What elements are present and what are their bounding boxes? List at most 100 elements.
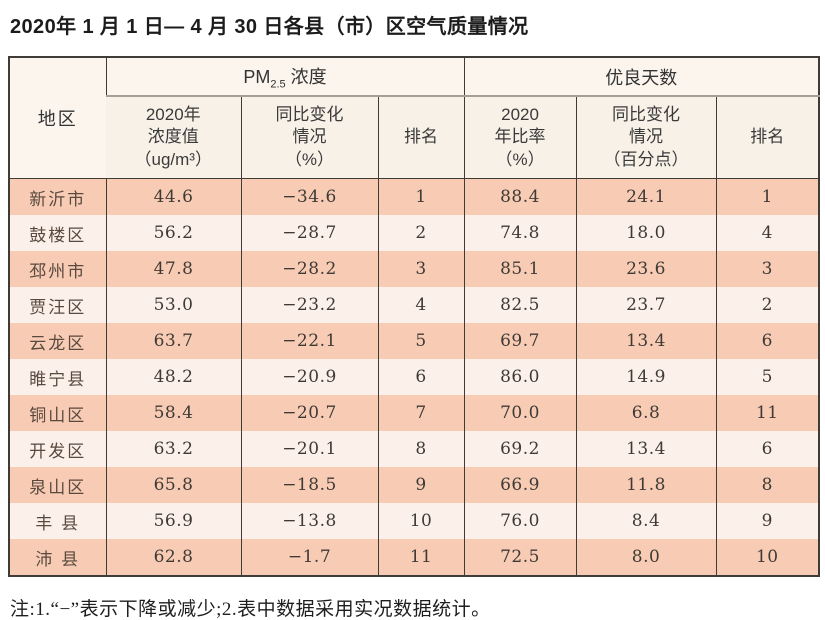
cell-pm-value: 48.2 — [105, 359, 241, 395]
table-row: 泉山区 65.8 −18.5 9 66.9 11.8 8 — [9, 467, 820, 503]
header-line: 同比变化 — [612, 104, 681, 124]
header-good-change: 同比变化 情况 （百分点） — [575, 96, 717, 179]
cell-good-rate: 66.9 — [463, 467, 577, 503]
cell-good-change: 8.0 — [575, 539, 717, 576]
table-row: 鼓楼区 56.2 −28.7 2 74.8 18.0 4 — [9, 215, 820, 251]
cell-good-rate: 76.0 — [463, 503, 577, 539]
table-row: 开发区 63.2 −20.1 8 69.2 13.4 6 — [9, 431, 820, 467]
cell-good-rank: 9 — [715, 503, 820, 539]
cell-good-rate: 69.7 — [463, 323, 577, 359]
cell-pm-rank: 7 — [377, 395, 465, 431]
header-pm-rank: 排名 — [377, 96, 465, 179]
header-line: 年比率 — [494, 127, 546, 147]
cell-good-change: 11.8 — [575, 467, 717, 503]
header-group-pm25: PM2.5 浓度 — [105, 57, 465, 97]
header-line: 情况 — [629, 127, 664, 147]
cell-good-rate: 82.5 — [463, 287, 577, 323]
table-row: 丰 县 56.9 −13.8 10 76.0 8.4 9 — [9, 503, 820, 539]
cell-good-rate: 70.0 — [463, 395, 577, 431]
table-row: 铜山区 58.4 −20.7 7 70.0 6.8 11 — [9, 395, 820, 431]
cell-region: 鼓楼区 — [9, 215, 106, 251]
cell-good-rank: 10 — [715, 539, 820, 576]
table-row: 沛 县 62.8 −1.7 11 72.5 8.0 10 — [9, 539, 820, 576]
pm25-label-suffix: 浓度 — [285, 66, 327, 87]
cell-good-rank: 1 — [715, 178, 820, 215]
cell-pm-rank: 5 — [377, 323, 465, 359]
cell-pm-rank: 8 — [377, 431, 465, 467]
table-row: 睢宁县 48.2 −20.9 6 86.0 14.9 5 — [9, 359, 820, 395]
cell-good-rank: 6 — [715, 431, 820, 467]
cell-region: 铜山区 — [9, 395, 106, 431]
pm25-subscript: 2.5 — [270, 78, 286, 91]
header-good-rate: 2020 年比率 （%） — [463, 96, 577, 179]
cell-pm-change: −20.7 — [240, 395, 378, 431]
cell-good-change: 6.8 — [575, 395, 717, 431]
cell-pm-change: −23.2 — [240, 287, 378, 323]
table-row: 云龙区 63.7 −22.1 5 69.7 13.4 6 — [9, 323, 820, 359]
header-line: 2020年 — [145, 104, 201, 124]
cell-pm-value: 53.0 — [105, 287, 241, 323]
cell-good-rate: 74.8 — [463, 215, 577, 251]
cell-pm-change: −22.1 — [240, 323, 378, 359]
table-row: 新沂市 44.6 −34.6 1 88.4 24.1 1 — [9, 178, 820, 215]
cell-pm-value: 65.8 — [105, 467, 241, 503]
sub-header-row: 2020年 浓度值 （ug/m³） 同比变化 情况 （%） 排名 2020 年比… — [9, 96, 820, 179]
cell-good-rate: 69.2 — [463, 431, 577, 467]
cell-pm-rank: 2 — [377, 215, 465, 251]
cell-good-change: 18.0 — [575, 215, 717, 251]
cell-good-rate: 86.0 — [463, 359, 577, 395]
header-group-good-days: 优良天数 — [463, 57, 820, 97]
page-title: 2020年 1 月 1 日— 4 月 30 日各县（市）区空气质量情况 — [10, 16, 529, 38]
cell-good-rank: 8 — [715, 467, 820, 503]
cell-pm-rank: 1 — [377, 178, 465, 215]
cell-pm-value: 47.8 — [105, 251, 241, 287]
cell-good-change: 24.1 — [575, 178, 717, 215]
table-row: 贾汪区 53.0 −23.2 4 82.5 23.7 2 — [9, 287, 820, 323]
cell-pm-rank: 4 — [377, 287, 465, 323]
table-header: 地区 PM2.5 浓度 优良天数 2020年 浓度值 （ug/m³） 同比变化 … — [9, 57, 820, 179]
header-line: （%） — [284, 149, 335, 169]
header-line: 排名 — [404, 127, 439, 147]
pm25-label-prefix: PM — [243, 66, 271, 87]
cell-pm-change: −20.1 — [240, 431, 378, 467]
cell-region: 泉山区 — [9, 467, 106, 503]
cell-good-rate: 88.4 — [463, 178, 577, 215]
cell-pm-rank: 11 — [377, 539, 465, 576]
cell-good-rank: 6 — [715, 323, 820, 359]
cell-pm-rank: 9 — [377, 467, 465, 503]
cell-pm-value: 44.6 — [105, 178, 241, 215]
cell-pm-change: −13.8 — [240, 503, 378, 539]
cell-good-rank: 2 — [715, 287, 820, 323]
cell-good-rank: 11 — [715, 395, 820, 431]
group-header-row: 地区 PM2.5 浓度 优良天数 — [9, 57, 820, 179]
cell-pm-rank: 10 — [377, 503, 465, 539]
cell-pm-value: 56.9 — [105, 503, 241, 539]
cell-good-change: 13.4 — [575, 323, 717, 359]
cell-pm-value: 56.2 — [105, 215, 241, 251]
cell-pm-change: −28.2 — [240, 251, 378, 287]
cell-pm-value: 58.4 — [105, 395, 241, 431]
cell-good-rank: 3 — [715, 251, 820, 287]
header-line: （%） — [495, 149, 545, 169]
cell-pm-value: 63.2 — [105, 431, 241, 467]
header-line: （ug/m³） — [134, 149, 212, 169]
cell-good-change: 23.7 — [575, 287, 717, 323]
table-body: 新沂市 44.6 −34.6 1 88.4 24.1 1 鼓楼区 56.2 −28.7 2 74.8 1… — [9, 178, 820, 576]
header-line: 浓度值 — [147, 127, 199, 147]
header-line: （百分点） — [603, 149, 689, 169]
header-pm-change: 同比变化 情况 （%） — [240, 96, 378, 179]
air-quality-table: 地区 PM2.5 浓度 优良天数 2020年 浓度值 （ug/m³） 同比变化 … — [8, 56, 821, 577]
cell-good-rate: 85.1 — [463, 251, 577, 287]
cell-good-change: 8.4 — [575, 503, 717, 539]
footnote: 注:1.“−”表示下降或减少;2.表中数据采用实况数据统计。 — [10, 599, 491, 620]
cell-pm-change: −20.9 — [240, 359, 378, 395]
cell-pm-change: −34.6 — [240, 178, 378, 215]
cell-good-rank: 5 — [715, 359, 820, 395]
cell-good-change: 14.9 — [575, 359, 717, 395]
table-row: 邳州市 47.8 −28.2 3 85.1 23.6 3 — [9, 251, 820, 287]
cell-pm-change: −1.7 — [240, 539, 378, 576]
cell-pm-value: 62.8 — [105, 539, 241, 576]
header-region: 地区 — [9, 57, 106, 179]
header-good-rank: 排名 — [715, 96, 820, 179]
